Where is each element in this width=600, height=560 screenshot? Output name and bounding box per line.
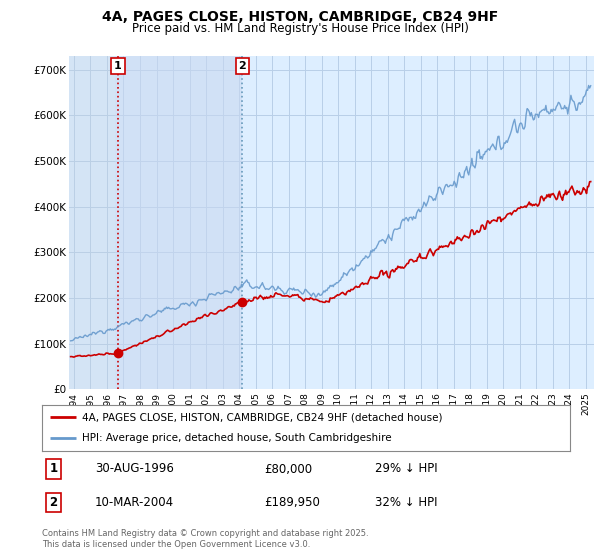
Text: 30-AUG-1996: 30-AUG-1996 [95, 463, 173, 475]
Text: 32% ↓ HPI: 32% ↓ HPI [374, 496, 437, 509]
Text: HPI: Average price, detached house, South Cambridgeshire: HPI: Average price, detached house, Sout… [82, 433, 391, 444]
Text: Contains HM Land Registry data © Crown copyright and database right 2025.
This d: Contains HM Land Registry data © Crown c… [42, 529, 368, 549]
Text: 2: 2 [238, 61, 246, 71]
Bar [115, 56, 242, 389]
Text: 4A, PAGES CLOSE, HISTON, CAMBRIDGE, CB24 9HF: 4A, PAGES CLOSE, HISTON, CAMBRIDGE, CB24… [102, 10, 498, 24]
Bar [69, 56, 115, 389]
Text: 1: 1 [114, 61, 122, 71]
Bar [69, 56, 115, 389]
Text: 10-MAR-2004: 10-MAR-2004 [95, 496, 174, 509]
Text: 29% ↓ HPI: 29% ↓ HPI [374, 463, 437, 475]
Text: 2: 2 [50, 496, 58, 509]
Text: 4A, PAGES CLOSE, HISTON, CAMBRIDGE, CB24 9HF (detached house): 4A, PAGES CLOSE, HISTON, CAMBRIDGE, CB24… [82, 412, 442, 422]
Text: £189,950: £189,950 [264, 496, 320, 509]
Text: Price paid vs. HM Land Registry's House Price Index (HPI): Price paid vs. HM Land Registry's House … [131, 22, 469, 35]
Text: 1: 1 [50, 463, 58, 475]
Text: £80,000: £80,000 [264, 463, 312, 475]
